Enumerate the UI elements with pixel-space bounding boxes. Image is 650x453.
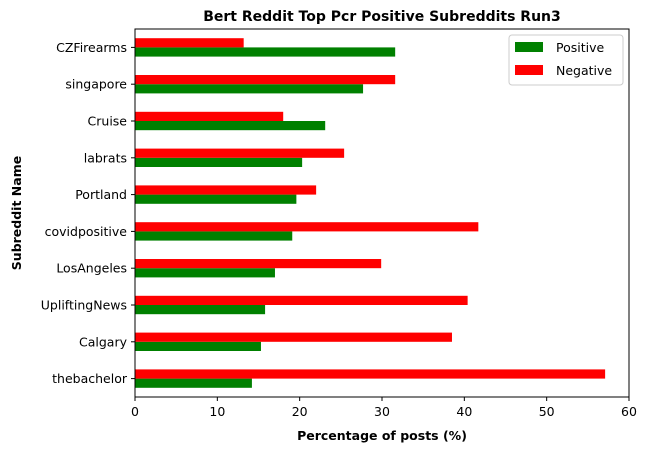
- legend-label-negative: Negative: [556, 63, 612, 78]
- y-tick-label-labrats: labrats: [84, 150, 127, 165]
- y-tick-label-czfirearms: CZFirearms: [56, 40, 127, 55]
- legend-label-positive: Positive: [556, 40, 604, 55]
- y-tick-label-thebachelor: thebachelor: [52, 371, 128, 386]
- bar-negative-calgary: [135, 332, 452, 342]
- bar-negative-upliftingnews: [135, 295, 468, 305]
- y-tick-label-losangeles: LosAngeles: [56, 261, 127, 276]
- x-tick-label-20: 20: [292, 404, 308, 419]
- y-axis: CZFirearms singapore Cruise labrats Portland…: [41, 40, 135, 386]
- bar-positive-singapore: [135, 84, 364, 94]
- x-tick-label-0: 0: [131, 404, 139, 419]
- x-tick-label-40: 40: [456, 404, 472, 419]
- plot-area: [135, 38, 606, 388]
- y-tick-label-cruise: Cruise: [88, 114, 128, 129]
- chart-title: Bert Reddit Top Pcr Positive Subreddits …: [203, 9, 561, 25]
- y-tick-label-portland: Portland: [75, 187, 127, 202]
- x-tick-label-30: 30: [374, 404, 390, 419]
- y-tick-label-calgary: Calgary: [79, 334, 128, 349]
- bar-negative-thebachelor: [135, 369, 606, 379]
- bar-positive-losangeles: [135, 268, 275, 278]
- bar-positive-covidpositive: [135, 231, 293, 241]
- x-tick-label-60: 60: [621, 404, 637, 419]
- bar-negative-singapore: [135, 75, 396, 85]
- x-axis: 0 10 20 30 40 50 60: [131, 397, 637, 419]
- bar-positive-thebachelor: [135, 378, 252, 388]
- bar-negative-labrats: [135, 148, 345, 158]
- y-tick-label-singapore: singapore: [65, 77, 127, 92]
- bar-positive-calgary: [135, 341, 261, 351]
- x-tick-label-50: 50: [539, 404, 555, 419]
- y-tick-label-upliftingnews: UpliftingNews: [41, 298, 127, 313]
- bar-negative-czfirearms: [135, 38, 244, 48]
- bar-negative-losangeles: [135, 259, 382, 269]
- legend-swatch-positive: [515, 42, 543, 52]
- bar-negative-portland: [135, 185, 317, 195]
- bar-positive-cruise: [135, 121, 326, 131]
- bar-positive-czfirearms: [135, 47, 396, 57]
- bar-negative-covidpositive: [135, 222, 479, 232]
- x-tick-label-10: 10: [209, 404, 225, 419]
- bar-negative-cruise: [135, 111, 284, 121]
- legend-swatch-negative: [515, 65, 543, 75]
- bar-positive-portland: [135, 194, 297, 204]
- legend: Positive Negative: [508, 34, 624, 86]
- bar-positive-upliftingnews: [135, 305, 266, 315]
- y-axis-label: Subreddit Name: [9, 156, 24, 270]
- x-axis-label: Percentage of posts (%): [297, 428, 467, 443]
- y-tick-label-covidpositive: covidpositive: [45, 224, 128, 239]
- bar-positive-labrats: [135, 157, 303, 167]
